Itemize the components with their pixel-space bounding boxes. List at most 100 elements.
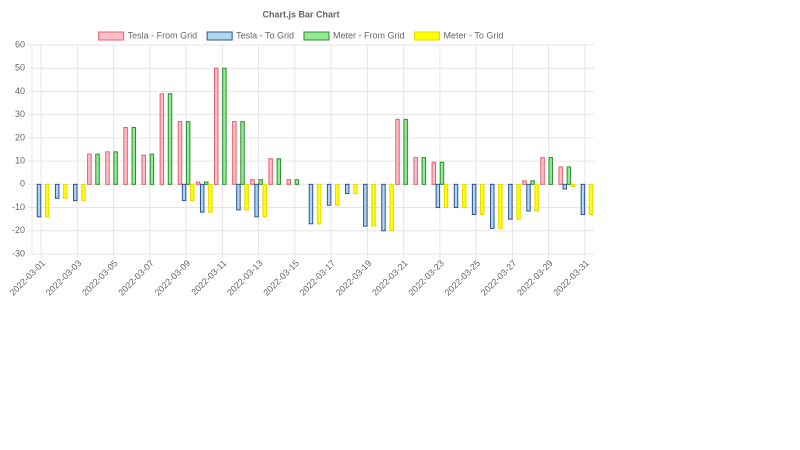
y-tick-label: -10 xyxy=(12,202,25,212)
legend-swatch xyxy=(98,31,125,41)
y-tick-label: 60 xyxy=(15,39,25,49)
bar xyxy=(471,183,477,216)
legend-label: Meter - To Grid xyxy=(444,30,504,40)
legend-swatch xyxy=(303,31,330,41)
bar xyxy=(363,183,368,227)
bar xyxy=(262,183,267,218)
y-tick-label: 40 xyxy=(15,86,25,96)
bar xyxy=(381,183,386,232)
bar xyxy=(480,183,485,216)
bar xyxy=(222,67,227,185)
bar xyxy=(453,183,459,209)
bar xyxy=(498,183,503,229)
bar xyxy=(113,151,118,185)
bar xyxy=(526,183,531,212)
bar xyxy=(461,183,467,209)
bar xyxy=(208,183,213,213)
bar xyxy=(308,183,314,225)
bar xyxy=(73,183,78,202)
y-tick-label: -20 xyxy=(12,225,25,235)
legend-swatch xyxy=(414,31,441,41)
y-tick-label: 30 xyxy=(15,109,25,119)
legend-label: Meter - From Grid xyxy=(333,30,405,40)
x-tick-label: 2022-03-19 xyxy=(334,258,374,298)
legend-item[interactable]: Tesla - To Grid xyxy=(206,30,294,41)
x-tick-label: 2022-03-23 xyxy=(406,258,446,298)
bar xyxy=(159,93,165,185)
bar xyxy=(566,166,572,185)
bar xyxy=(254,183,259,218)
bar xyxy=(189,183,195,202)
legend-item[interactable]: Meter - To Grid xyxy=(414,30,504,41)
x-tick-label: 2022-03-17 xyxy=(298,258,338,298)
x-tick-label: 2022-03-03 xyxy=(44,258,84,298)
bar xyxy=(326,183,332,206)
bar xyxy=(177,121,183,185)
bar xyxy=(558,166,563,185)
bar xyxy=(413,157,418,185)
bar xyxy=(371,183,376,227)
bar xyxy=(516,183,521,220)
bar xyxy=(240,121,245,185)
bar xyxy=(435,183,441,209)
bar xyxy=(431,161,437,185)
bar xyxy=(548,157,553,185)
bar xyxy=(181,183,187,202)
bar xyxy=(562,183,568,190)
x-tick-label: 2022-03-27 xyxy=(479,258,519,298)
bar xyxy=(570,183,576,188)
bar xyxy=(204,181,209,185)
x-tick-label: 2022-03-05 xyxy=(80,258,120,298)
bar xyxy=(268,158,273,185)
bar xyxy=(123,126,128,185)
bar xyxy=(276,158,282,185)
bar xyxy=(195,181,201,185)
bar xyxy=(588,183,594,216)
bar xyxy=(421,157,427,185)
y-tick-label: 20 xyxy=(15,132,25,142)
bar xyxy=(490,183,495,229)
bar xyxy=(105,151,110,185)
bar xyxy=(185,121,191,185)
bar xyxy=(344,183,350,195)
bar xyxy=(286,179,291,185)
legend-item[interactable]: Meter - From Grid xyxy=(303,30,405,41)
bar xyxy=(250,179,255,185)
x-tick-label: 2022-03-09 xyxy=(153,258,193,298)
bar xyxy=(244,183,249,211)
x-tick-label: 2022-03-11 xyxy=(189,258,228,297)
bar xyxy=(54,183,60,199)
bar xyxy=(36,183,42,218)
bar xyxy=(530,180,535,185)
bar xyxy=(44,183,50,218)
y-tick-label: 0 xyxy=(20,179,25,189)
x-tick-label: 2022-03-13 xyxy=(225,258,265,298)
legend-swatch xyxy=(206,31,233,41)
bar xyxy=(199,183,205,213)
bar xyxy=(522,180,527,185)
bar xyxy=(389,183,394,232)
x-tick-label: 2022-03-29 xyxy=(515,258,555,298)
bar xyxy=(335,183,340,206)
bar xyxy=(403,118,408,185)
bar xyxy=(141,154,146,185)
legend-item[interactable]: Tesla - From Grid xyxy=(98,30,198,41)
bar xyxy=(214,67,219,185)
y-tick-label: 50 xyxy=(15,63,25,73)
x-tick-label: 2022-03-07 xyxy=(116,258,156,298)
legend-label: Tesla - From Grid xyxy=(128,30,198,40)
x-tick-label: 2022-03-21 xyxy=(370,258,410,298)
x-tick-label: 2022-03-01 xyxy=(8,258,48,298)
bar xyxy=(316,183,322,225)
bar xyxy=(580,183,586,216)
x-tick-label: 2022-03-15 xyxy=(261,258,301,298)
bar xyxy=(95,153,100,185)
bar xyxy=(149,153,155,185)
legend: Tesla - From Grid Tesla - To Grid Meter - … xyxy=(98,30,504,41)
x-tick-label: 2022-03-25 xyxy=(443,258,483,298)
bar xyxy=(540,157,545,185)
bar xyxy=(131,126,136,185)
y-tick-label: 10 xyxy=(15,155,25,165)
bar xyxy=(294,179,300,185)
